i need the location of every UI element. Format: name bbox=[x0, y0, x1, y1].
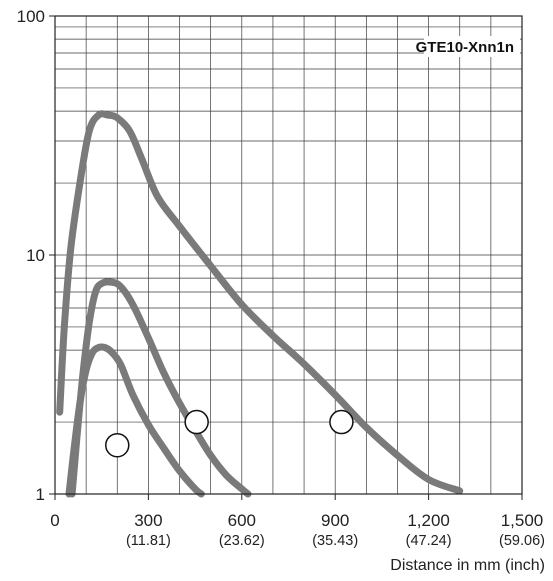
x-tick-sublabel: (23.62) bbox=[219, 533, 265, 549]
x-axis-title: Distance in mm (inch) bbox=[390, 557, 545, 574]
x-tick-label: 1,500 bbox=[501, 511, 544, 530]
y-tick-label: 10 bbox=[26, 246, 45, 265]
x-tick-label: 0 bbox=[50, 511, 59, 530]
series-label-circle bbox=[105, 432, 130, 458]
y-tick-label: 1 bbox=[36, 485, 45, 504]
x-tick-sublabel: (11.81) bbox=[126, 533, 171, 549]
x-tick-sublabel: (35.43) bbox=[312, 533, 358, 549]
x-tick-label: 1,200 bbox=[407, 511, 450, 530]
series-label-circle bbox=[329, 409, 354, 435]
series-label-circle bbox=[184, 409, 209, 435]
series-line-3 bbox=[65, 343, 205, 498]
series-line-2 bbox=[68, 278, 252, 498]
series-line-1 bbox=[56, 110, 464, 495]
grid bbox=[55, 16, 522, 494]
x-tick-label: 300 bbox=[134, 511, 162, 530]
plot-frame bbox=[54, 15, 523, 495]
x-tick-sublabel: (47.24) bbox=[406, 533, 452, 549]
y-tick-label: 100 bbox=[17, 7, 45, 26]
x-tick-label: 900 bbox=[321, 511, 349, 530]
x-tick-label: 600 bbox=[228, 511, 256, 530]
x-tick-sublabel: (59.06) bbox=[499, 533, 545, 549]
series-lines bbox=[56, 110, 464, 498]
model-label: GTE10-Xnn1n bbox=[416, 39, 514, 56]
model-label-background bbox=[424, 36, 520, 57]
axis-ticks: 0 300 (11.81) 600 (23.62) 900 (35.43) 1,200 (47.… bbox=[17, 7, 545, 549]
